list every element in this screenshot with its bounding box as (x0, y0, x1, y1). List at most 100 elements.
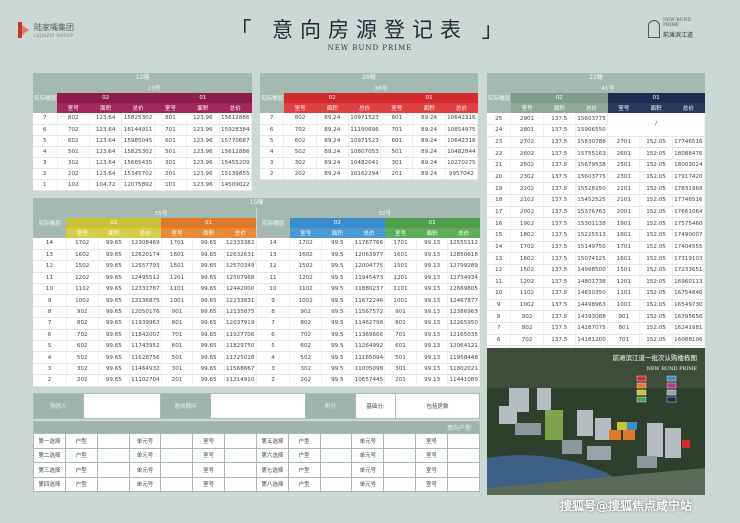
table-row[interactable]: 16 1902 137.5 15301138 1901 152.05 17575460 (487, 217, 706, 230)
table-row[interactable]: 3 302 123.64 15665435 301 123.96 15455209 (33, 157, 253, 169)
advisor-input[interactable] (210, 393, 306, 419)
table-row[interactable]: 3 302 89.24 10482041 301 89.24 10270275 (260, 157, 479, 169)
table-row[interactable]: 13 1602 99.5 12063977 1601 99.13 12850618 (256, 249, 480, 262)
table-row[interactable]: 3 302 99.5 11005098 301 99.13 11802021 (256, 363, 480, 376)
floor-cell: 2 (256, 374, 291, 387)
floor-cell: 6 (33, 124, 58, 136)
unit-input[interactable] (383, 462, 417, 478)
room-input[interactable] (446, 433, 481, 449)
table-row[interactable]: 7 802 123.64 15825302 801 123.96 15612886 (33, 113, 253, 125)
value-cell: 11725018 (224, 351, 257, 364)
table-row[interactable]: 12 1502 137.5 14998500 1501 152.05 17233651 (487, 264, 706, 277)
table-row[interactable]: 20 2302 137.5 15603775 2301 152.05 17917420 (487, 171, 706, 184)
table-row[interactable]: 2 202 99.65 11102704 201 99.65 11214910 (33, 374, 257, 387)
table-row[interactable]: 6 702 89.24 11190696 701 89.24 10854975 (260, 124, 479, 136)
room-input[interactable] (224, 462, 257, 478)
unit-input[interactable] (160, 462, 194, 478)
table-row[interactable]: 18 2102 137.5 15452525 2101 152.05 17746516 (487, 194, 706, 207)
group-header-02: 02 (289, 218, 385, 228)
table-row[interactable]: 25 2901 137.5 15603775/ (487, 113, 705, 137)
value-cell: 99.65 (192, 260, 225, 273)
table-row[interactable]: 21 2502 137.5 15679538 2501 152.05 18003024 (487, 159, 706, 172)
unit-input[interactable] (160, 447, 194, 463)
type-input[interactable] (96, 476, 130, 492)
base-points-label[interactable]: 基础分: (355, 393, 396, 419)
table-row[interactable]: 15 1802 137.5 15225513 1801 152.05 17490007 (487, 229, 706, 242)
type-input[interactable] (96, 433, 130, 449)
value-cell: 152.05 (639, 264, 673, 277)
unit-input[interactable] (383, 447, 417, 463)
room-input[interactable] (224, 476, 257, 492)
unit-label: 单元号 (351, 476, 385, 492)
table-row[interactable]: 4 502 123.64 15825302 501 123.96 15612886 (33, 146, 253, 158)
table-row[interactable]: 13 1602 137.5 15074125 1601 152.05 17319103 (487, 252, 706, 265)
table-row[interactable]: 5 602 99.5 11264992 601 99.13 12064121 (256, 340, 480, 353)
value-cell: 1801 (607, 229, 641, 242)
table-row[interactable]: 14 1702 137.5 15149750 1701 152.05 17404555 (487, 241, 706, 254)
table-row[interactable]: 19 2202 137.5 15528150 2201 152.05 17831968 (487, 182, 706, 195)
room-input[interactable] (224, 433, 257, 449)
table-row[interactable]: 6 702 123.64 16144911 701 123.96 15928384 (33, 124, 253, 136)
table-row[interactable]: 7 802 99.5 11462798 801 99.13 12265950 (256, 317, 480, 330)
type-input[interactable] (96, 447, 130, 463)
table-row[interactable]: 11 1202 137.5 14801738 1201 152.05 16960113 (487, 275, 706, 289)
table-row[interactable]: 13 1602 99.65 12620174 1601 99.65 12632631 (33, 249, 257, 262)
value-cell: 152.05 (639, 194, 673, 207)
table-row[interactable]: 11 1202 99.5 11945473 1201 99.13 12734934 (256, 272, 480, 285)
room-input[interactable] (446, 462, 481, 478)
table-row[interactable]: 11 1202 99.65 12495512 1201 99.65 12507968 (33, 272, 257, 285)
table-row[interactable]: 23 2702 137.5 15830788 2701 152.05 17746516 (487, 136, 706, 149)
unit-input[interactable] (383, 476, 417, 492)
extra-points-label[interactable]: 包括房数 (395, 393, 480, 419)
table-row[interactable]: 14 1702 99.65 12308469 1701 99.65 12333382 (33, 238, 257, 250)
table-row[interactable]: 1 102 104.72 12075892 101 123.96 14509022 (33, 179, 253, 191)
table-row[interactable]: 4 502 89.24 10807053 501 89.24 10482844 (260, 146, 479, 158)
table-row[interactable]: 5 602 99.65 11743952 601 99.65 11829750 (33, 340, 257, 353)
type-input[interactable] (96, 462, 130, 478)
table-row[interactable]: 12 1502 99.65 12557793 1501 99.65 12570349 (33, 260, 257, 273)
table-row[interactable]: 2 202 99.5 10657445 201 99.13 11441089 (256, 374, 480, 387)
type-input[interactable] (319, 447, 353, 463)
table-row[interactable]: 10 1102 99.5 11880237 1101 99.13 12669805 (256, 283, 480, 296)
table-row[interactable]: 8 902 99.65 12050176 901 99.65 12135875 (33, 306, 257, 319)
table-row[interactable]: 4 502 99.5 11165094 501 99.13 11958448 (256, 351, 480, 364)
unit-input[interactable] (160, 433, 194, 449)
table-row[interactable]: 7 802 99.65 11939963 801 99.65 12037919 (33, 317, 257, 330)
table-row[interactable]: 2 202 123.64 15345702 201 123.96 15139855 (33, 168, 253, 180)
buyer-input[interactable] (83, 393, 161, 419)
table-row[interactable]: 7 802 137.5 14287075 801 152.05 16241981 (487, 322, 706, 335)
type-input[interactable] (319, 462, 353, 478)
table-row[interactable]: 8 902 137.5 14393088 901 152.05 16395656 (487, 310, 706, 324)
table-row[interactable]: 6 702 99.5 11369666 701 99.13 12165035 (256, 329, 480, 342)
table-row[interactable]: 17 2002 137.5 15376763 2001 152.05 17661064 (487, 206, 706, 219)
room-input[interactable] (446, 476, 481, 492)
value-cell: 99.13 (416, 340, 449, 353)
table-row[interactable]: 5 602 123.64 15985045 601 123.96 15770687 (33, 135, 253, 147)
table-row[interactable]: 6 702 99.65 11842007 701 99.65 11927706 (33, 329, 257, 342)
table-row[interactable]: 3 302 99.65 11464932 301 99.65 11568667 (33, 363, 257, 376)
table-row[interactable]: 5 602 89.24 10971523 601 89.24 10642316 (260, 135, 479, 147)
table-row[interactable]: 8 902 99.5 11567572 901 99.13 12386963 (256, 306, 480, 319)
room-input[interactable] (446, 447, 481, 463)
table-row[interactable]: 7 802 89.24 10971523 801 89.24 10642316 (260, 113, 479, 125)
table-row[interactable]: 4 502 99.65 11628756 501 99.65 11725018 (33, 351, 257, 364)
table-row[interactable]: 14 1702 99.5 11767766 1701 99.13 12555112 (256, 238, 480, 250)
table-row[interactable]: 24 2801 137.5 15906550 (487, 124, 705, 137)
table-row[interactable]: 9 1002 99.65 12136875 1001 99.65 12233831 (33, 294, 257, 307)
unit-input[interactable] (160, 476, 194, 492)
table-row[interactable]: 10 1102 99.65 12331787 1101 99.65 12442000 (33, 283, 257, 296)
table-row[interactable]: 10 1102 137.5 14650350 1101 152.05 16754846 (487, 287, 706, 300)
table-row[interactable]: 6 702 137.5 14181200 701 152.05 16088106 (487, 334, 706, 347)
room-input[interactable] (224, 447, 257, 463)
table-row[interactable]: 12 1502 99.5 12004775 1501 99.13 12799289 (256, 260, 480, 273)
table-row[interactable]: 22 2602 137.5 15755163 2601 152.05 18088476 (487, 147, 706, 161)
floor-cell: 7 (33, 317, 67, 330)
type-input[interactable] (319, 433, 353, 449)
unit-input[interactable] (383, 433, 417, 449)
table-row[interactable]: 9 1002 99.5 11672246 1001 99.13 12467877 (256, 294, 480, 307)
room-label: 室号 (192, 476, 226, 492)
table-row[interactable]: 9 1002 137.5 14498963 1001 152.05 16549730 (487, 299, 706, 312)
type-input[interactable] (319, 476, 353, 492)
value-cell: 902 (289, 306, 323, 319)
table-row[interactable]: 2 202 89.24 10162294 201 89.24 9957042 (260, 168, 479, 180)
